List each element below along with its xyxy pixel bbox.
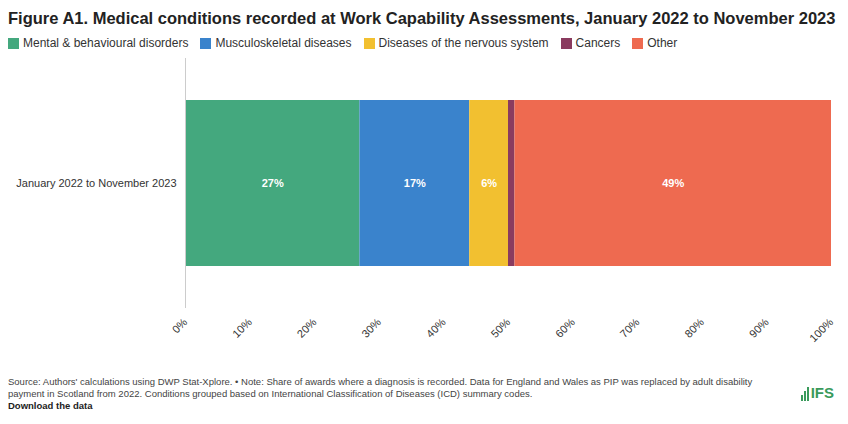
svg-text:70%: 70%	[618, 316, 642, 340]
html-text:Download the data: Download the data	[8, 400, 93, 411]
svg-text:90%: 90%	[747, 316, 771, 340]
svg-text:6%: 6%	[481, 177, 497, 189]
svg-text:17%: 17%	[404, 177, 426, 189]
svg-text:10%: 10%	[230, 316, 254, 340]
html-text:Musculoskeletal diseases: Musculoskeletal diseases	[215, 36, 352, 50]
svg-text:50%: 50%	[488, 316, 512, 340]
svg-text:January 2022 to November 2023: January 2022 to November 2023	[16, 177, 176, 189]
svg-text:0%: 0%	[170, 316, 190, 336]
html-text:Mental & behavioural disorders: Mental & behavioural disorders	[23, 36, 189, 50]
html-text:Source: Authors' calculations: Source: Authors' calculations using DWP …	[8, 376, 753, 399]
html-text:Other: Other	[647, 36, 678, 50]
html-text:Cancers: Cancers	[575, 36, 621, 50]
html-text:Figure A1. Medical conditions: Figure A1. Medical conditions recorded a…	[8, 9, 836, 27]
html-text:IFS: IFS	[810, 384, 834, 401]
svg-text:30%: 30%	[359, 316, 383, 340]
svg-text:100%: 100%	[807, 316, 836, 345]
svg-text:60%: 60%	[553, 316, 577, 340]
svg-text:40%: 40%	[424, 316, 448, 340]
svg-text:49%: 49%	[662, 177, 684, 189]
html-text:Diseases of the nervous system: Diseases of the nervous system	[378, 36, 549, 50]
svg-text:20%: 20%	[295, 316, 319, 340]
svg-text:80%: 80%	[682, 316, 706, 340]
svg-text:27%: 27%	[262, 177, 284, 189]
